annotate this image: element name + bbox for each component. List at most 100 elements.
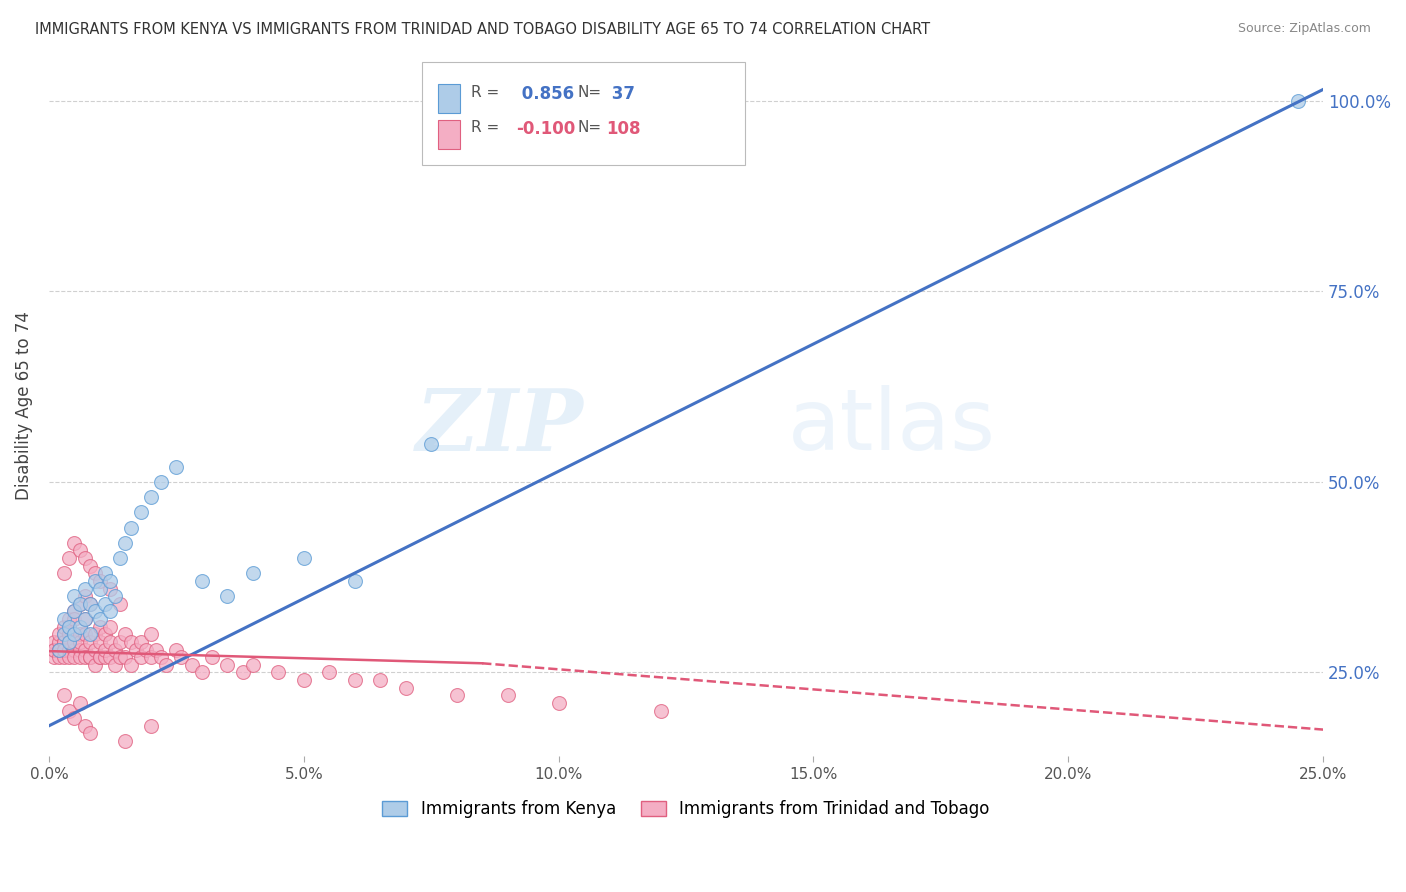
Point: [48, 642, 70, 657]
Point: [89, 650, 111, 665]
Point: [150, 650, 173, 665]
Point: [58, 650, 80, 665]
Point: [42, 642, 65, 657]
Point: [145, 642, 167, 657]
Point: [104, 642, 127, 657]
Text: IMMIGRANTS FROM KENYA VS IMMIGRANTS FROM TRINIDAD AND TOBAGO DISABILITY AGE 65 T: IMMIGRANTS FROM KENYA VS IMMIGRANTS FROM…: [35, 22, 931, 37]
Point: [547, 696, 569, 710]
Point: [104, 589, 127, 603]
Point: [53, 620, 76, 634]
Point: [63, 627, 86, 641]
Point: [48, 642, 70, 657]
Point: [53, 627, 76, 641]
Point: [69, 627, 91, 641]
Point: [114, 627, 136, 641]
Point: [73, 650, 96, 665]
Point: [63, 635, 86, 649]
Point: [73, 627, 96, 641]
Point: [58, 551, 80, 566]
Point: [98, 620, 121, 634]
Point: [69, 696, 91, 710]
Point: [242, 657, 264, 672]
Point: [98, 574, 121, 588]
Point: [129, 650, 152, 665]
Point: [58, 642, 80, 657]
Point: [89, 620, 111, 634]
Point: [73, 612, 96, 626]
Point: [63, 589, 86, 603]
Point: [69, 597, 91, 611]
Point: [129, 635, 152, 649]
Point: [217, 589, 239, 603]
Text: R =: R =: [471, 120, 499, 136]
Text: 0.856: 0.856: [516, 85, 574, 103]
Point: [73, 719, 96, 733]
Point: [79, 650, 101, 665]
Text: N=: N=: [578, 120, 602, 136]
Point: [94, 627, 117, 641]
Point: [650, 704, 672, 718]
Point: [53, 642, 76, 657]
Point: [114, 650, 136, 665]
Point: [63, 536, 86, 550]
Point: [139, 650, 162, 665]
Point: [1286, 94, 1309, 108]
Point: [89, 582, 111, 596]
Point: [42, 635, 65, 649]
Point: [58, 635, 80, 649]
Point: [98, 604, 121, 618]
Point: [110, 635, 132, 649]
Point: [120, 635, 142, 649]
Point: [165, 642, 187, 657]
Point: [83, 642, 105, 657]
Point: [63, 604, 86, 618]
Point: [48, 627, 70, 641]
Point: [73, 589, 96, 603]
Point: [150, 475, 173, 489]
Point: [53, 566, 76, 581]
Point: [343, 574, 366, 588]
Point: [73, 612, 96, 626]
Point: [48, 635, 70, 649]
Point: [120, 521, 142, 535]
Point: [79, 635, 101, 649]
Point: [94, 642, 117, 657]
Point: [58, 612, 80, 626]
Point: [94, 650, 117, 665]
Point: [73, 551, 96, 566]
Point: [53, 635, 76, 649]
Point: [94, 597, 117, 611]
Point: [83, 604, 105, 618]
Point: [89, 635, 111, 649]
Point: [201, 650, 224, 665]
Point: [104, 657, 127, 672]
Point: [89, 574, 111, 588]
Text: ZIP: ZIP: [416, 385, 583, 468]
Point: [69, 543, 91, 558]
Point: [420, 437, 443, 451]
Point: [53, 612, 76, 626]
Point: [120, 657, 142, 672]
Point: [114, 734, 136, 748]
Point: [129, 505, 152, 519]
Point: [83, 566, 105, 581]
Point: [63, 650, 86, 665]
Point: [63, 612, 86, 626]
Point: [217, 657, 239, 672]
Point: [73, 642, 96, 657]
Point: [53, 635, 76, 649]
Point: [69, 635, 91, 649]
Point: [58, 635, 80, 649]
Point: [42, 650, 65, 665]
Point: [180, 657, 202, 672]
Point: [110, 597, 132, 611]
Point: [232, 665, 254, 680]
Point: [292, 551, 315, 566]
Point: [139, 490, 162, 504]
Point: [110, 650, 132, 665]
Text: atlas: atlas: [787, 385, 995, 468]
Point: [292, 673, 315, 687]
Point: [98, 582, 121, 596]
Point: [63, 604, 86, 618]
Point: [53, 650, 76, 665]
